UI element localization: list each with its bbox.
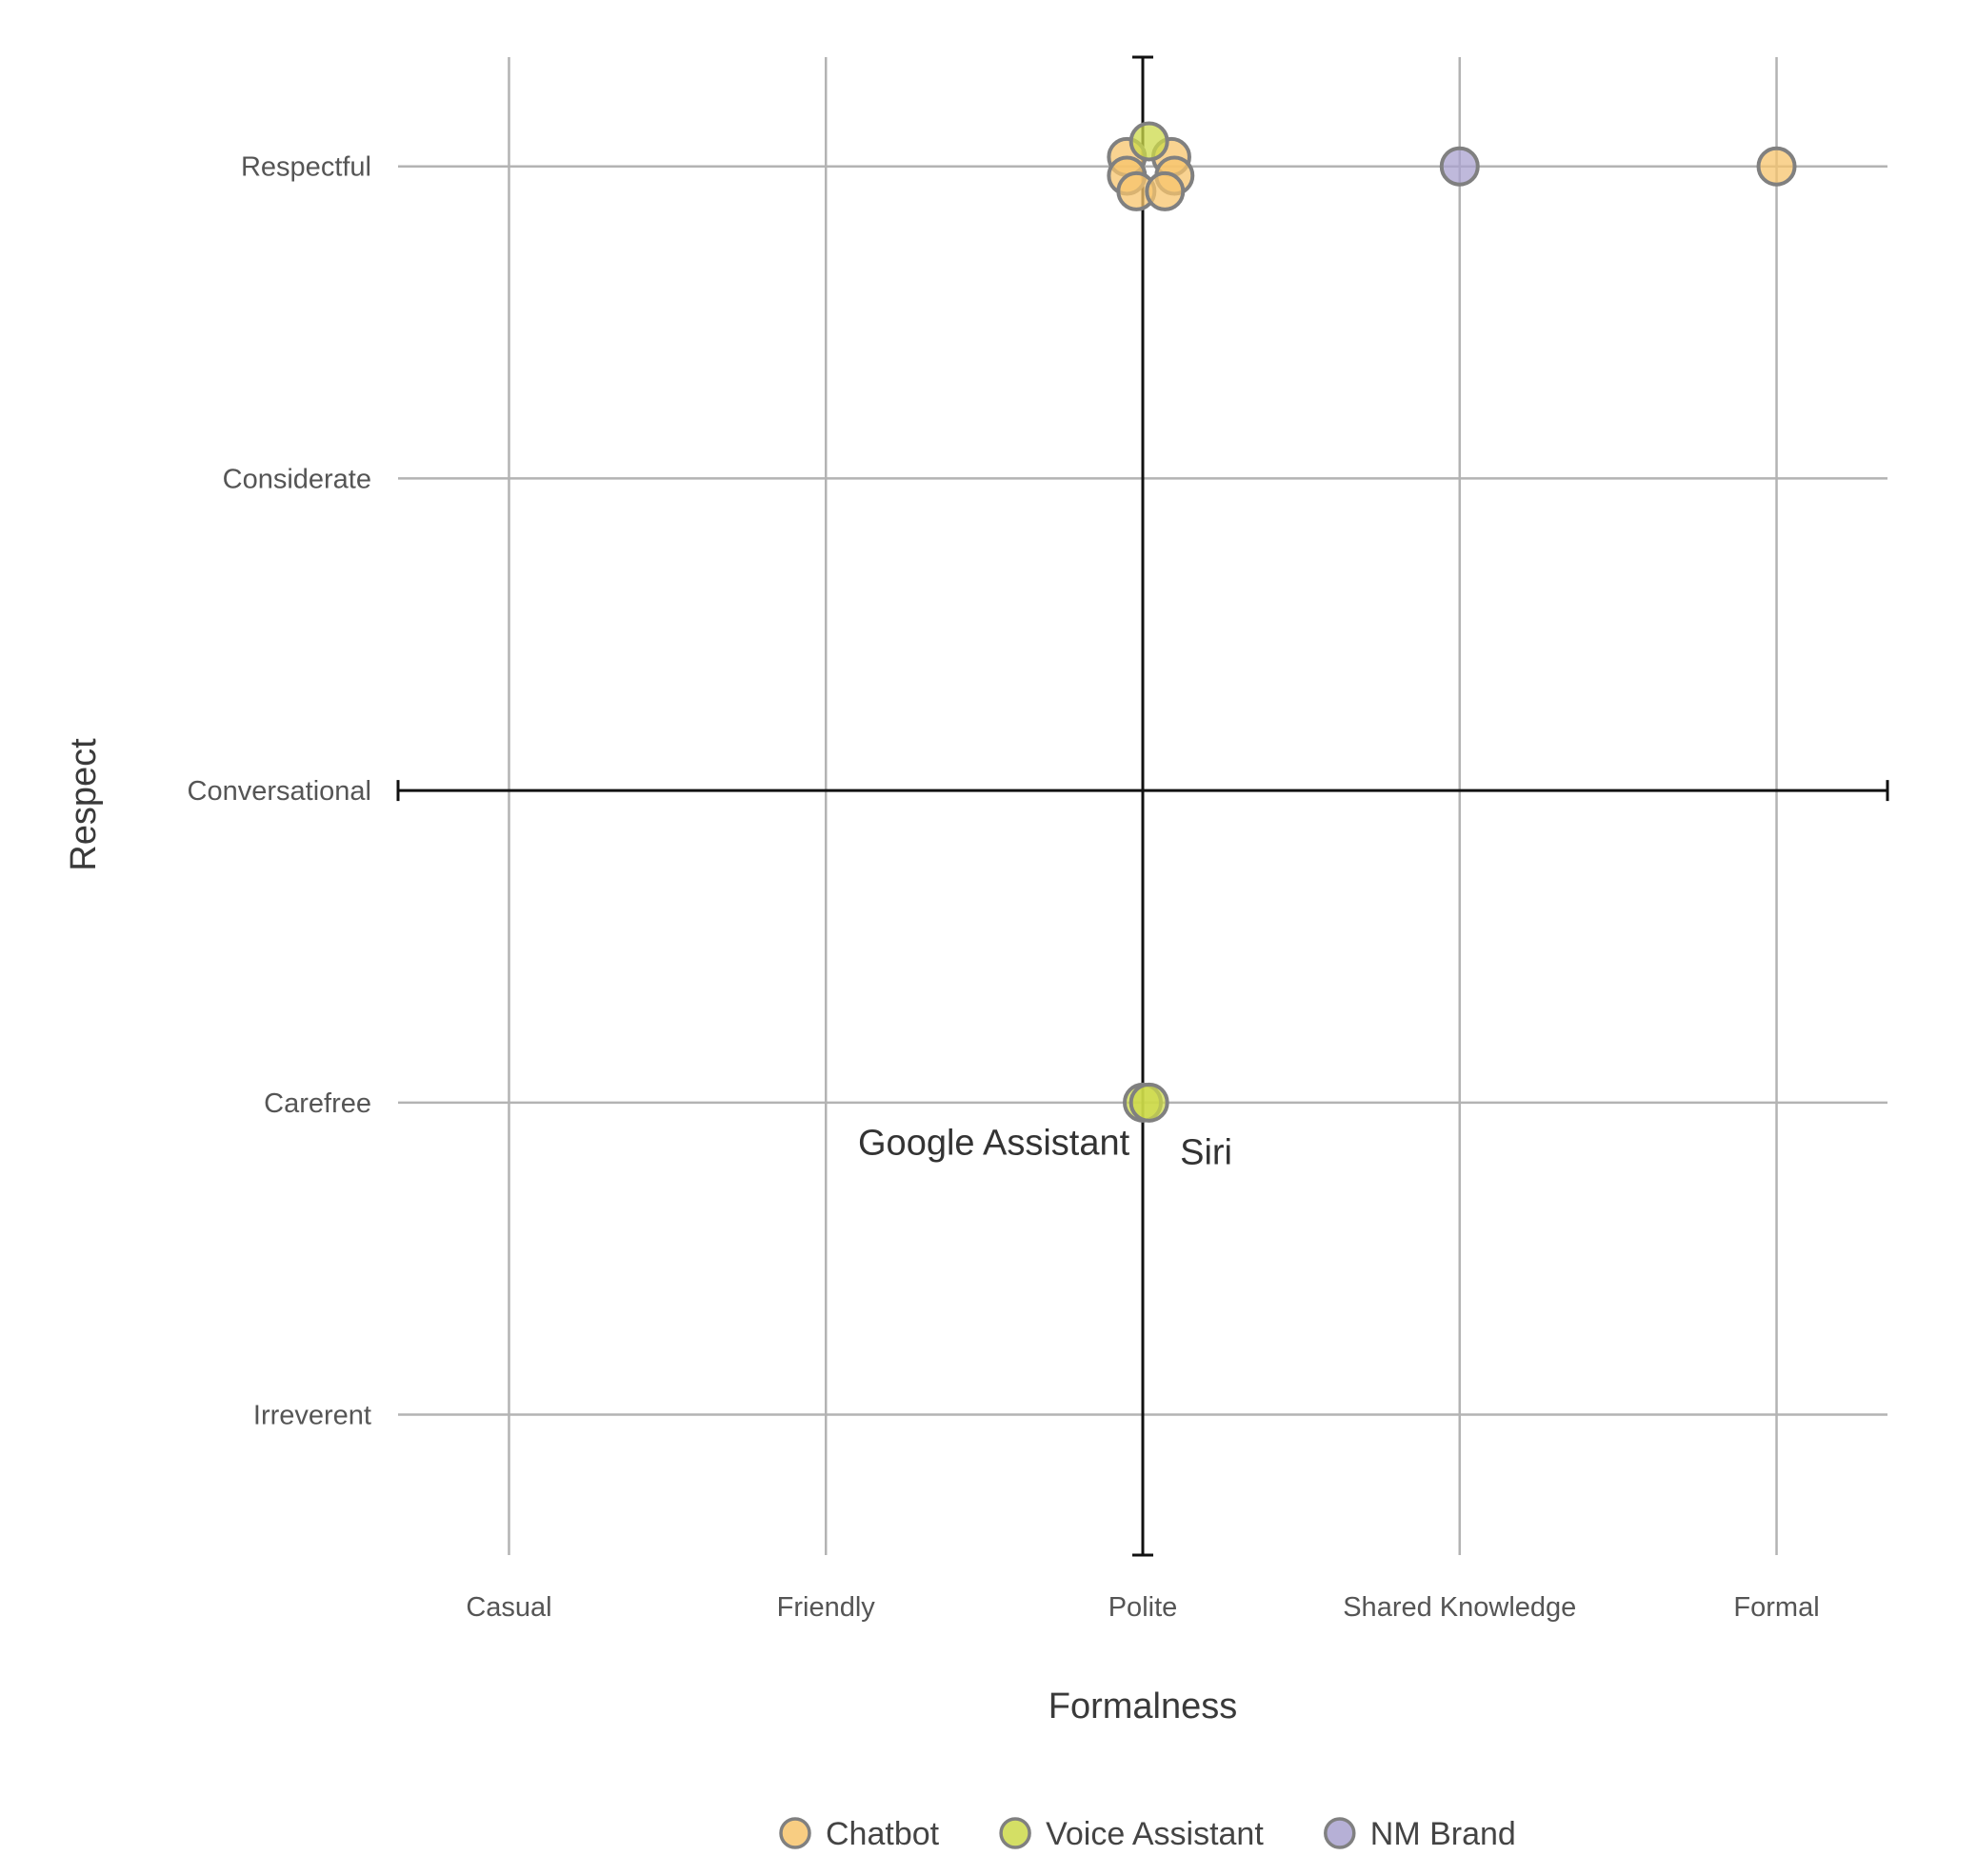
point-annotation: Siri xyxy=(1180,1132,1232,1172)
x-tick-label: Shared Knowledge xyxy=(1343,1592,1576,1623)
x-tick-label: Polite xyxy=(1108,1592,1178,1623)
voice-assistant-point xyxy=(1128,121,1169,162)
y-tick-label: Carefree xyxy=(264,1088,371,1119)
legend-item-chatbot: Chatbot xyxy=(779,1816,940,1852)
point-annotation: Google Assistant xyxy=(858,1123,1130,1163)
legend-item-nm-brand: NM Brand xyxy=(1324,1816,1516,1852)
legend: Chatbot Voice Assistant NM Brand xyxy=(779,1816,1516,1852)
legend-label: Chatbot xyxy=(826,1816,940,1852)
annotations: Google Assistant Siri xyxy=(858,1123,1232,1172)
legend-item-voice-assistant: Voice Assistant xyxy=(999,1816,1264,1852)
chatbot-point xyxy=(1756,146,1797,187)
voice-assistant-point xyxy=(1128,1082,1169,1123)
y-tick-labels: Irreverent Carefree Conversational Consider… xyxy=(188,152,371,1431)
x-axis-title: Formalness xyxy=(1048,1686,1238,1726)
x-tick-label: Casual xyxy=(466,1592,551,1623)
legend-swatch xyxy=(1324,1817,1356,1849)
y-tick-label: Respectful xyxy=(241,152,371,183)
x-tick-label: Formal xyxy=(1733,1592,1819,1623)
x-tick-label: Friendly xyxy=(777,1592,876,1623)
y-axis-title: Respect xyxy=(64,738,104,871)
legend-swatch xyxy=(999,1817,1031,1849)
legend-swatch xyxy=(779,1817,811,1849)
x-tick-labels: Casual Friendly Polite Shared Knowledge Form… xyxy=(466,1592,1819,1623)
nm-brand-point xyxy=(1439,146,1480,187)
y-tick-label: Irreverent xyxy=(253,1401,371,1431)
y-tick-label: Conversational xyxy=(188,776,371,807)
legend-label: Voice Assistant xyxy=(1046,1816,1264,1852)
legend-label: NM Brand xyxy=(1370,1816,1516,1852)
data-points xyxy=(1107,121,1797,1123)
y-tick-label: Considerate xyxy=(223,464,371,494)
quadrant-axes xyxy=(396,55,1889,1557)
chatbot-point xyxy=(1145,170,1186,211)
